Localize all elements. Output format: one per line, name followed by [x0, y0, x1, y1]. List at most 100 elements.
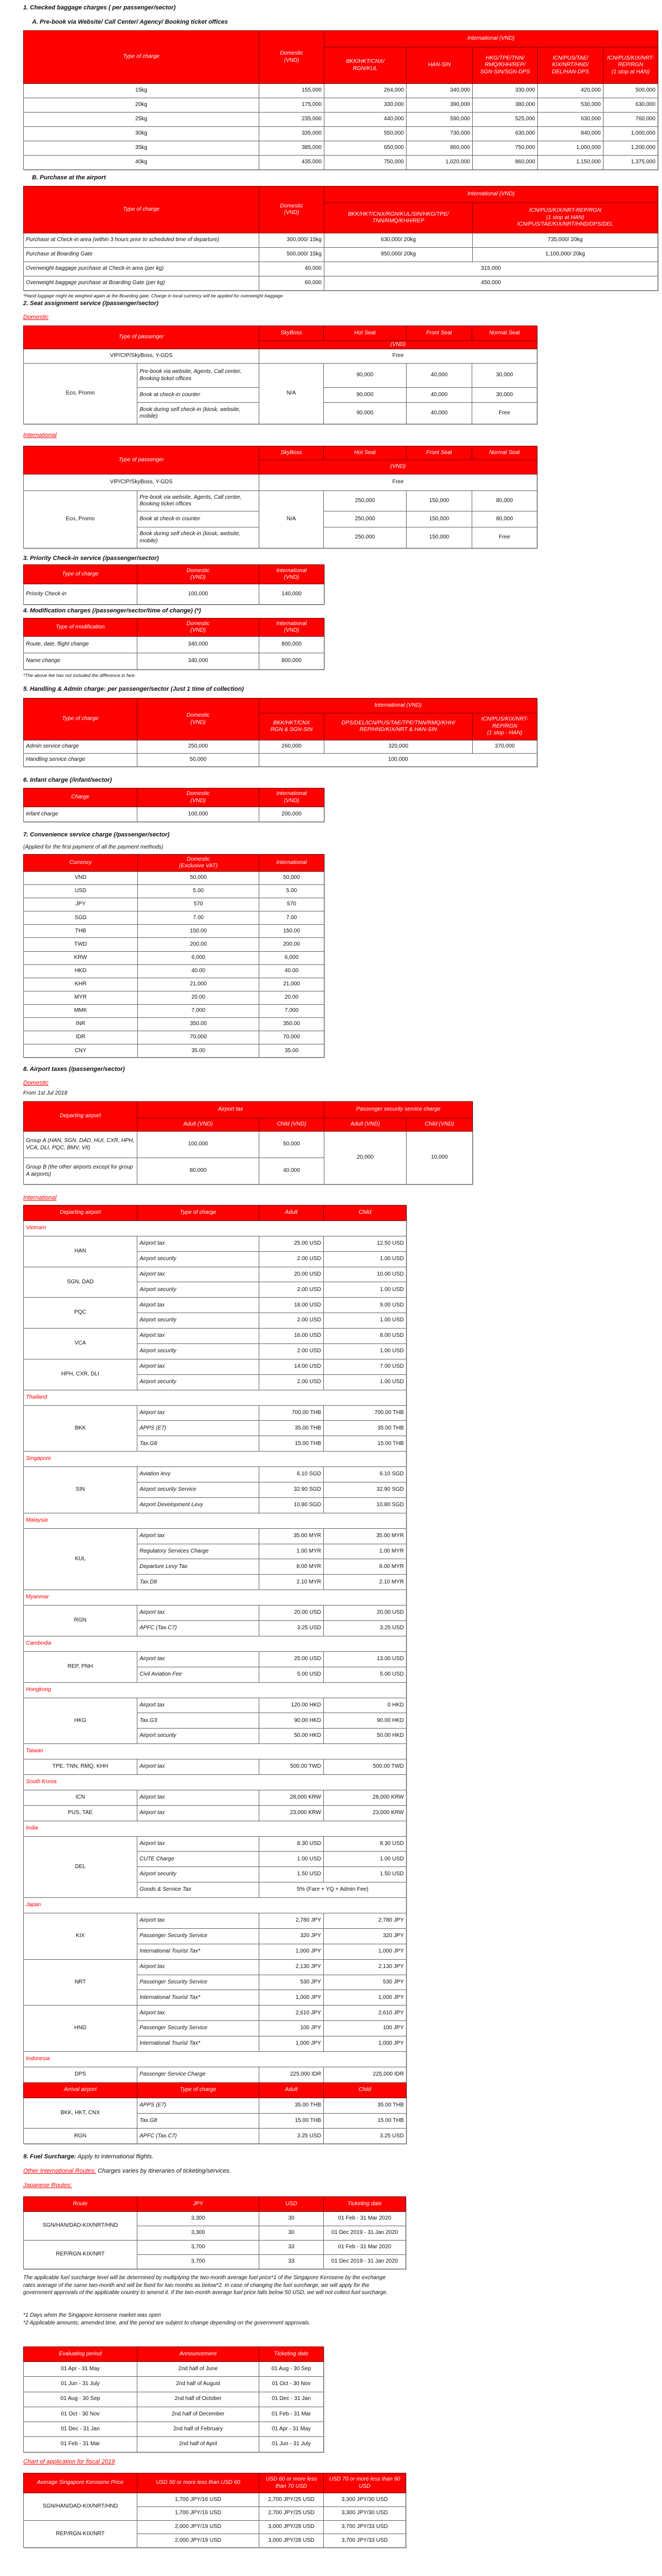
table-cell: 90,000: [323, 363, 407, 388]
table-row: 30kg 335,000 550,000 730,000 630,000 840,000 1…: [23, 126, 659, 141]
table-cell: 760,000: [602, 112, 659, 127]
table-cell: 35.00 THB: [323, 2097, 407, 2114]
taxes-international-table: Departing airport Type of charge Adult Chil…: [23, 1205, 407, 2145]
column-header: SkyBoss: [259, 326, 324, 341]
fuel-other-routes-text: Charges varies by itineraries of ticketi…: [96, 2168, 231, 2174]
table-cell: 21,000: [259, 977, 324, 991]
table-cell: INR: [23, 1017, 138, 1032]
table-cell: 35.00 MYR: [323, 1528, 407, 1544]
table-cell: 35.00: [137, 1044, 259, 1058]
table-cell: 01 Jun - 31 July: [259, 2436, 324, 2452]
table-cell: Airport tax: [137, 1789, 259, 1806]
table-row: BKK Airport tax 700.00 THB 700.00 THB: [23, 1405, 407, 1452]
table-cell: 80,000: [472, 490, 537, 511]
table-cell: 20.00: [259, 990, 324, 1005]
table-cell: 20.00: [137, 990, 259, 1005]
column-header: Type of passenger: [23, 446, 259, 474]
table-cell: 3.25 USD: [323, 1620, 407, 1636]
table-row: Route, date, flight change 340,000 800,000: [23, 636, 324, 653]
table-row: 3,700 33 01 Dec 2019 - 31 Jan 2020: [24, 2254, 406, 2269]
airport-code: SIN: [23, 1466, 137, 1513]
table-cell: 1,000,000: [537, 141, 604, 156]
table-cell: Airport Development Levy: [137, 1497, 259, 1513]
table-row: Goods & Service Tax 5% (Fare + YQ + Admin…: [24, 1882, 407, 1898]
table-cell: 40.00: [137, 964, 259, 978]
table-row: Name change 340,000 800,000: [23, 653, 324, 670]
seat-domestic-table: Type of passenger SkyBoss Hot Seat Front Se…: [23, 326, 537, 424]
country-row: Singapore: [23, 1451, 407, 1468]
column-header: HAN-SIN: [406, 47, 473, 84]
country-row: Myanmar: [23, 1590, 407, 1606]
column-header: Evaluating period: [23, 2346, 137, 2362]
country-label: Myanmar: [23, 1590, 407, 1606]
table-row: VCA Airport tax 16.00 USD 8.00 USD: [23, 1328, 407, 1359]
airport-code: RGN: [23, 1605, 137, 1636]
table-row: SGN/HAN/DAD-KIX/NRT/HND 1,700 JPY/16 USD 2…: [23, 2493, 406, 2521]
taxes-domestic-label: Domestic: [23, 1080, 49, 1086]
table-cell: 60,000: [259, 276, 324, 291]
table-row: Purchase at Boarding Gate 500,000/ 15kg 95…: [23, 247, 658, 262]
table-cell: SGN/HAN/DAD-KIX/NRT/HND: [23, 2493, 137, 2521]
table-cell: 155,000: [259, 83, 324, 98]
table-cell: 860,000: [406, 141, 473, 156]
table-cell: Airport security: [137, 1374, 259, 1390]
table-cell: 15kg: [23, 83, 259, 98]
table-cell: 40.00: [259, 964, 324, 978]
column-header: Adult: [259, 2082, 324, 2098]
table-cell: 250,000: [323, 527, 407, 548]
country-label: Vietnam: [23, 1220, 407, 1236]
table-cell: 140,000: [259, 584, 324, 605]
table-row: 01 Jun - 31 July 2nd half of August 01 Oct…: [23, 2376, 324, 2392]
airport-code: KIX: [23, 1912, 137, 1960]
table-row: SGN/HAN/DAD-KIX/NRT/HND 3,300 30 01 Feb - 3…: [23, 2211, 406, 2241]
table-cell: 2.00 USD: [259, 1374, 324, 1390]
column-header: Average Singapore Kerosene Price: [23, 2473, 137, 2493]
table-cell: Purchase at Check-in area (within 3 hour…: [23, 233, 259, 248]
table-cell: 01 Apr - 31 May: [23, 2361, 137, 2377]
table-cell: Airport tax: [137, 1959, 259, 1975]
table-cell: Passenger Service Charge: [137, 2066, 259, 2083]
airport-code: SGN, DAD: [23, 1266, 137, 1298]
table-cell: 20.00 USD: [323, 1605, 407, 1622]
table-cell: 320 JPY: [259, 1928, 324, 1944]
table-cell: 340,000: [406, 83, 473, 98]
table-row: JPY 570 570: [23, 898, 324, 912]
table-cell: 40,000: [259, 262, 324, 276]
table-cell: Departure Levy Tax: [137, 1559, 259, 1575]
header-row: Type of passenger SkyBoss Hot Seat Front Se…: [23, 446, 537, 474]
column-header: Domestic (VND): [259, 30, 324, 84]
table-row: TPE, TNN, RMQ, KHH Airport tax 500.00 TWD 5…: [23, 1759, 407, 1775]
data-table: Departing airport Type of charge Adult Chil…: [23, 1205, 407, 2145]
table-row: KHR 21,000 21,000: [23, 977, 324, 991]
table-cell: 01 Aug - 30 Sep: [23, 2391, 137, 2407]
header-row: Type of charge Domestic (VND) Internationa…: [23, 698, 537, 740]
data-table: Type of passenger SkyBoss Hot Seat Front Se…: [23, 446, 537, 548]
table-cell: Airport security: [137, 1728, 259, 1745]
table-cell: 3,700 JPY/33 USD: [323, 2520, 406, 2535]
table-cell: 25.00 USD: [259, 1651, 324, 1667]
table-cell: 500,000/ 15kg: [259, 247, 324, 262]
table-cell: 750,000: [324, 155, 407, 170]
table-cell: 2,610 JPY: [259, 2005, 324, 2022]
table-cell: 8.30 USD: [323, 1836, 407, 1852]
table-cell: APFC (Tax.C7): [137, 2128, 259, 2145]
table-cell: 13.00 USD: [323, 1651, 407, 1667]
column-header: ICN/PUS/KIX/NRT-REP/RGN (1 stop at HAN) …: [472, 202, 658, 233]
table-cell: 2,780 JPY: [259, 1912, 324, 1929]
section-title-handling: 5. Handling & Admin charge: per passenge…: [23, 686, 244, 692]
table-row: Book at check-in counter 90,000 40,000 30,0…: [24, 387, 537, 403]
table-cell: 7.00: [137, 911, 259, 925]
table-cell: 800,000: [259, 636, 324, 653]
table-cell: APPS (E7): [137, 2097, 259, 2114]
column-header: International (VND): [259, 788, 324, 807]
airport-code: REP, PNH: [23, 1651, 137, 1683]
table-cell: TWD: [23, 937, 138, 952]
table-cell: 7,000: [259, 1004, 324, 1018]
table-cell: 6.10 SGD: [323, 1466, 407, 1483]
table-row: HND Airport tax 2,610 JPY 2,610 JPY: [23, 2005, 407, 2052]
country-row: South Korea: [23, 1774, 407, 1790]
table-cell: Free: [259, 349, 537, 364]
table-cell: Book during self check-in (kiosk, websit…: [137, 527, 259, 548]
table-cell: 8.00 MYR: [323, 1559, 407, 1575]
table-row: Handling service charge 50,000 100,000: [23, 753, 537, 767]
